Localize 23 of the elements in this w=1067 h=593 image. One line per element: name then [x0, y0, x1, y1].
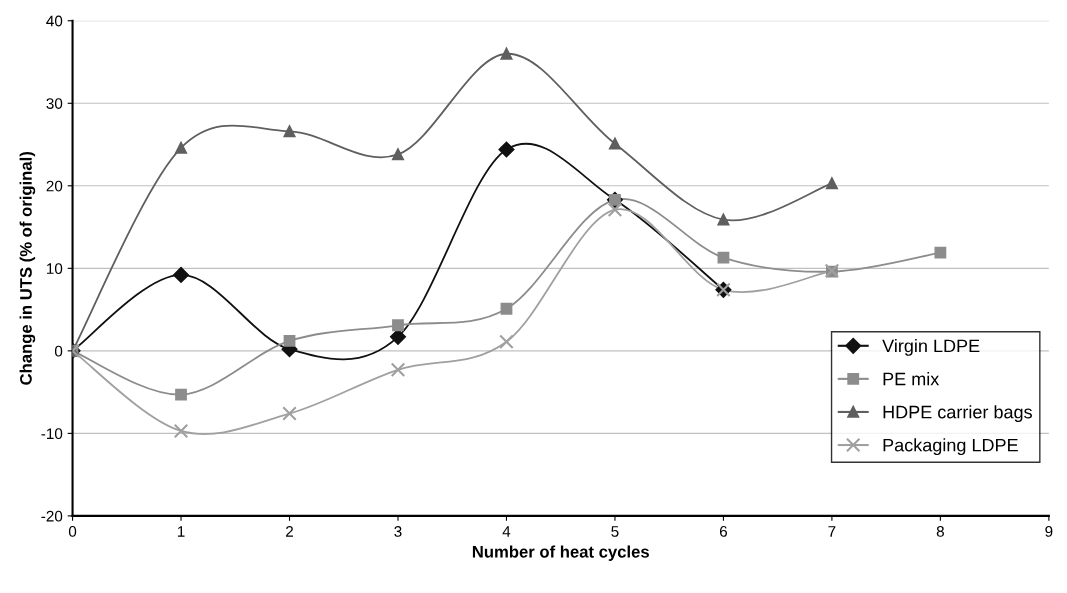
legend-label: HDPE carrier bags: [883, 405, 1032, 423]
y-axis-title: Change in UTS (% of original): [19, 152, 36, 385]
legend-label: PE mix: [883, 372, 940, 386]
x-axis-title: Number of heat cycles: [472, 545, 649, 561]
x-tick-label: 6: [719, 526, 727, 537]
y-tick-label: 40: [46, 15, 63, 27]
x-tick-label: 0: [68, 526, 77, 537]
x-tick-label: 7: [828, 526, 836, 537]
y-tick-label: -10: [41, 428, 63, 440]
x-tick-label: 3: [394, 526, 402, 537]
x-tick-label: 4: [502, 526, 511, 537]
x-tick-label: 2: [286, 526, 293, 537]
x-tick-label: 1: [177, 526, 185, 537]
y-tick-label: 30: [46, 98, 63, 109]
y-tick-label: 0: [54, 345, 63, 357]
x-tick-label: 8: [936, 526, 944, 537]
y-tick-label: 10: [47, 263, 63, 275]
legend-label: Packaging LDPE: [883, 438, 1018, 456]
x-tick-label: 5: [611, 526, 619, 537]
x-tick-label: 9: [1045, 526, 1053, 537]
y-tick-label: -20: [41, 510, 63, 522]
y-tick-label: 20: [46, 180, 63, 192]
legend-label: Virgin LDPE: [882, 339, 980, 356]
